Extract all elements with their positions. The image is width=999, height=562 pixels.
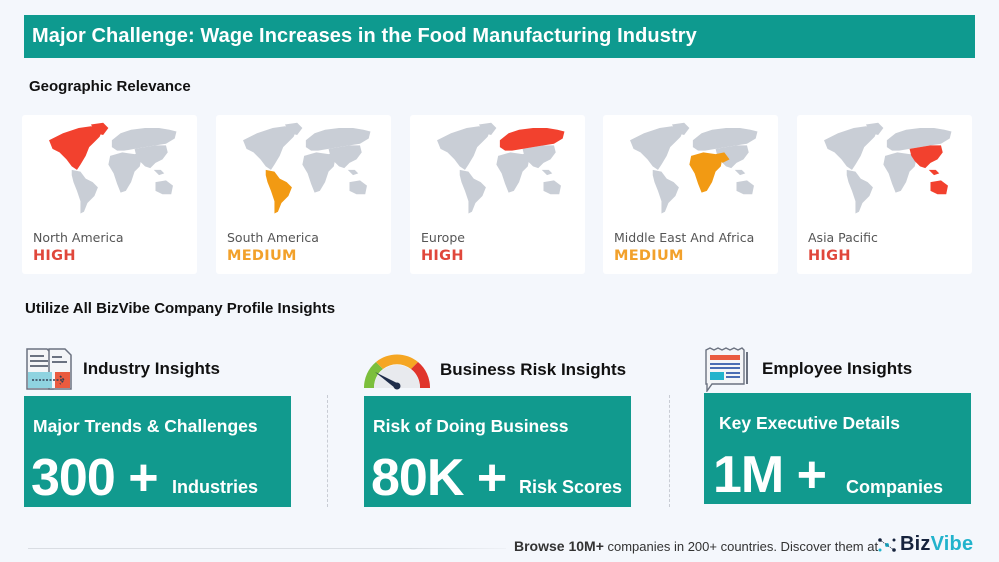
region-card-europe: Europe HIGH [410,115,585,274]
region-name: Asia Pacific [808,230,878,245]
industry-count: 300 + [31,449,159,507]
employee-insights-header: Employee Insights [704,346,912,392]
gauge-icon [363,354,431,390]
region-card-north-america: North America HIGH [22,115,197,274]
employee-box-title: Key Executive Details [719,413,900,433]
bizvibe-logo-icon [878,537,896,552]
business-risk-insights-box: Risk of Doing Business 80K + Risk Scores [364,396,631,507]
footer-divider [28,548,506,549]
world-map-icon [243,122,371,214]
industry-insights-header: Industry Insights [25,347,220,391]
employee-unit: Companies [846,477,944,497]
divider [669,395,670,507]
region-card-south-america: South America MEDIUM [216,115,391,274]
geographic-relevance-heading: Geographic Relevance [29,78,191,95]
industry-insights-label: Industry Insights [83,359,220,378]
business-risk-insights-header: Business Risk Insights [362,350,626,390]
world-map-icon [437,122,565,214]
business-risk-insights-label: Business Risk Insights [440,360,627,379]
newspaper-chat-icon [705,347,748,392]
industry-box-title: Major Trends & Challenges [33,416,258,436]
bizvibe-logo[interactable]: BizVibe [877,533,973,556]
relevance-level: MEDIUM [614,248,684,264]
region-name: North America [33,230,124,245]
world-map-icon [824,122,952,214]
region-card-asia-pacific: Asia Pacific HIGH [797,115,972,274]
world-map-icon [49,122,177,214]
employee-count: 1M + [713,446,827,504]
industry-insights-box: Major Trends & Challenges 300 + Industri… [24,396,291,507]
relevance-level: HIGH [33,248,76,264]
footer-text: Browse 10M+ companies in 200+ countries.… [514,538,878,554]
region-card-middle-east-africa: Middle East And Africa MEDIUM [603,115,778,274]
region-name: South America [227,230,319,245]
risk-count: 80K + [371,449,507,507]
brand-vibe: Vibe [930,533,974,555]
risk-box-title: Risk of Doing Business [373,416,569,436]
relevance-level: HIGH [421,248,464,264]
divider [327,395,328,507]
page-title: Major Challenge: Wage Increases in the F… [24,15,975,58]
relevance-level: HIGH [808,248,851,264]
industry-unit: Industries [172,477,259,497]
brand-biz: Biz [900,533,931,555]
browse-description: companies in 200+ countries. Discover th… [603,539,879,554]
documents-transfer-icon [26,348,72,390]
insights-heading: Utilize All BizVibe Company Profile Insi… [25,300,336,317]
region-name: Middle East And Africa [614,230,755,245]
risk-unit: Risk Scores [519,477,623,497]
relevance-level: MEDIUM [227,248,297,264]
employee-insights-box: Key Executive Details 1M + Companies [704,393,971,504]
employee-insights-label: Employee Insights [762,359,913,378]
browse-count: Browse 10M+ [514,538,604,554]
region-name: Europe [421,230,465,245]
world-map-icon [630,122,758,214]
